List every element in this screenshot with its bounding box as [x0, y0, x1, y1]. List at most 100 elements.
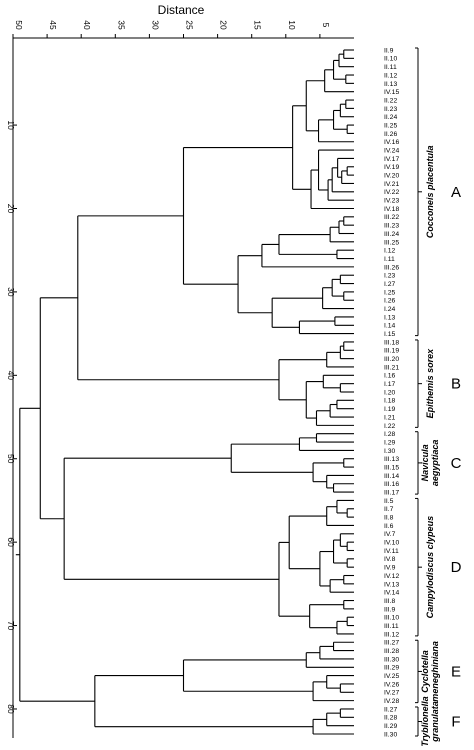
leaf-label: III.23	[384, 223, 399, 230]
leaf-label: I.16	[384, 373, 396, 380]
leaf-label: IV.23	[384, 198, 399, 205]
leaf-label: IV.8	[384, 556, 396, 563]
leaf-label: IV.11	[384, 548, 399, 555]
group-letter: E	[451, 663, 461, 680]
species-label: Tryblionellagranulata	[420, 696, 440, 746]
leaf-label: III.21	[384, 364, 399, 371]
leaf-label: I.12	[384, 248, 396, 255]
leaf-label: I.13	[384, 314, 396, 321]
leaf-label: IV.13	[384, 581, 399, 588]
leaf-label: I.25	[384, 289, 396, 296]
leaf-label: III.28	[384, 648, 399, 655]
leaf-label: I.14	[384, 323, 396, 330]
leaf-label: I.24	[384, 306, 396, 313]
leaf-label: IV.27	[384, 690, 399, 697]
group-letter: A	[451, 184, 461, 201]
leaf-label: III.13	[384, 456, 399, 463]
group-letter: B	[451, 376, 461, 393]
leaf-label: I.28	[384, 431, 396, 438]
leaf-label: III.10	[384, 615, 399, 622]
leaf-label: III.18	[384, 339, 399, 346]
leaf-label: II.24	[384, 114, 397, 121]
leaf-label: III.14	[384, 473, 399, 480]
leaf-label: II.27	[384, 706, 397, 713]
leaf-label: II.25	[384, 122, 397, 129]
leaf-label: IV.20	[384, 173, 399, 180]
leaf-label: I.21	[384, 414, 396, 421]
leaf-label: II.10	[384, 56, 397, 63]
leaf-label: III.26	[384, 264, 399, 271]
leaf-label: IV.9	[384, 565, 396, 572]
left-axis-tick-label: 20	[6, 204, 16, 214]
left-axis-tick-label: 60	[6, 537, 16, 547]
leaf-label: II.7	[384, 506, 394, 513]
leaf-label: I.23	[384, 273, 396, 280]
leaf-label: I.17	[384, 381, 396, 388]
leaf-label: I.15	[384, 331, 396, 338]
leaf-label: III.8	[384, 598, 396, 605]
leaf-label: II.22	[384, 97, 397, 104]
leaf-label: II.23	[384, 106, 397, 113]
axis-title: Distance	[158, 3, 205, 17]
left-axis-tick-label: 50	[6, 454, 16, 464]
leaf-label: III.19	[384, 348, 399, 355]
leaf-label: II.30	[384, 731, 397, 738]
leaf-label: IV.10	[384, 540, 399, 547]
tree-layer	[15, 49, 354, 735]
leaf-label-layer: II.9II.10II.11II.12II.13IV.15II.22II.23I…	[384, 47, 399, 738]
leaf-label: II.5	[384, 498, 394, 505]
leaf-label: II.29	[384, 723, 397, 730]
top-axis-tick-label: 30	[150, 20, 160, 30]
leaf-label: III.30	[384, 656, 399, 663]
leaf-label: IV.14	[384, 590, 399, 597]
species-label: Cyclotellameneghiniana	[420, 641, 440, 702]
leaf-label: I.29	[384, 439, 396, 446]
left-axis-tick-label: 10	[6, 120, 16, 130]
leaf-label: III.11	[384, 623, 399, 630]
top-axis-tick-label: 50	[14, 20, 24, 30]
leaf-label: III.20	[384, 356, 399, 363]
leaf-label: IV.15	[384, 89, 399, 96]
leaf-label: IV.18	[384, 206, 399, 213]
leaf-label: III.24	[384, 231, 399, 238]
leaf-label: II.8	[384, 515, 394, 522]
leaf-label: IV.24	[384, 147, 399, 154]
leaf-label: I.18	[384, 398, 396, 405]
left-axis-tick-label: 80	[6, 704, 16, 714]
leaf-label: IV.7	[384, 531, 396, 538]
leaf-label: III.16	[384, 481, 399, 488]
leaf-label: IV.19	[384, 164, 399, 171]
leaf-label: II.13	[384, 81, 397, 88]
species-label: Campylodiscus clypeus	[425, 516, 435, 619]
top-axis-tick-label: 45	[48, 20, 58, 30]
group-letter: D	[451, 559, 462, 576]
leaf-label: I.11	[384, 256, 395, 263]
leaf-label: IV.17	[384, 156, 399, 163]
leaf-label: IV.16	[384, 139, 399, 146]
leaf-label: II.6	[384, 523, 394, 530]
leaf-label: IV.28	[384, 698, 399, 705]
leaf-label: III.22	[384, 214, 399, 221]
leaf-label: I.26	[384, 298, 396, 305]
top-axis-tick-label: 25	[185, 20, 195, 30]
left-axis-tick-label: 30	[6, 287, 16, 297]
leaf-label: IV.12	[384, 573, 399, 580]
leaf-label: II.26	[384, 131, 397, 138]
top-axis-tick-label: 35	[116, 20, 126, 30]
species-label: Epithemis sorex	[425, 348, 435, 419]
leaf-label: II.12	[384, 72, 397, 79]
top-axis-tick-label: 20	[219, 20, 229, 30]
top-axis-tick-label: 5	[321, 23, 331, 28]
group-letter: C	[451, 455, 462, 472]
leaf-label: III.27	[384, 640, 399, 647]
leaf-label: I.30	[384, 448, 396, 455]
leaf-label: III.25	[384, 239, 399, 246]
leaf-label: IV.26	[384, 681, 399, 688]
leaf-label: I.20	[384, 389, 396, 396]
leaf-label: III.17	[384, 489, 399, 496]
leaf-label: III.9	[384, 606, 396, 613]
leaf-label: III.15	[384, 464, 399, 471]
group-annotation-layer: Cocconeis placentula A Epithemis sorex B Nav…	[415, 47, 462, 747]
top-axis-tick-label: 15	[253, 20, 263, 30]
species-label: Cocconeis placentula	[425, 146, 435, 239]
